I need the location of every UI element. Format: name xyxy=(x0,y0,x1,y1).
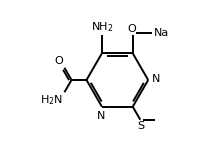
Text: O: O xyxy=(55,56,64,66)
Text: N: N xyxy=(97,111,105,121)
Text: N: N xyxy=(152,74,160,84)
Text: NH$_2$: NH$_2$ xyxy=(91,20,113,34)
Text: O: O xyxy=(128,24,136,34)
Text: S: S xyxy=(137,121,144,131)
Text: H$_2$N: H$_2$N xyxy=(40,93,63,107)
Text: Na: Na xyxy=(154,28,169,38)
